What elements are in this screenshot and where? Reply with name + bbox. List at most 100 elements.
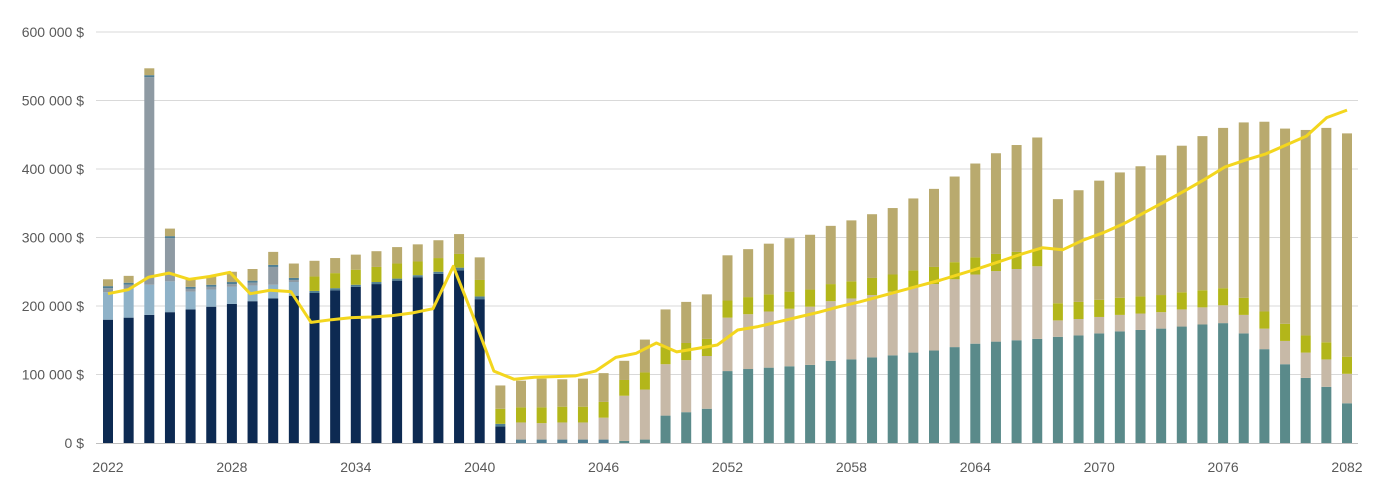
- bar-segment: [1011, 251, 1022, 270]
- bar-segment: [1135, 166, 1146, 297]
- bar-segment: [1197, 324, 1208, 443]
- bar-segment: [701, 408, 712, 443]
- x-tick-label: 2034: [340, 459, 371, 475]
- bar-segment: [1156, 295, 1167, 313]
- x-tick-label: 2058: [836, 459, 867, 475]
- bar-segment: [226, 286, 237, 304]
- bar-segment: [557, 406, 568, 423]
- bar-segment: [1259, 328, 1270, 350]
- bar-segment: [929, 266, 939, 285]
- bar-segment: [103, 286, 113, 289]
- bar-segment: [825, 284, 836, 302]
- bar-segment: [268, 251, 279, 265]
- bar-segment: [330, 258, 341, 274]
- bar-segment: [495, 426, 506, 443]
- bar-segment: [805, 364, 816, 443]
- bar-segment: [743, 249, 754, 298]
- bar-segment: [1342, 133, 1352, 357]
- bar-segment: [557, 439, 568, 443]
- bar-segment: [454, 234, 465, 254]
- bar-segment: [619, 379, 630, 396]
- bar-segment: [268, 264, 279, 267]
- bar-segment: [1114, 297, 1125, 315]
- bar-segment: [164, 228, 175, 237]
- bar-segment: [598, 439, 609, 443]
- bar-segment: [1176, 309, 1187, 327]
- bar-segment: [433, 258, 444, 272]
- bar-segment: [825, 225, 836, 285]
- bar-segment: [309, 260, 320, 277]
- bar-segment: [887, 355, 898, 443]
- bar-segment: [123, 282, 134, 285]
- bar-segment: [392, 280, 403, 443]
- bar-segment: [247, 280, 258, 283]
- bar-segment: [743, 314, 754, 370]
- bar-segment: [164, 281, 175, 313]
- bar-segment: [268, 266, 279, 285]
- bar-segment: [1238, 333, 1249, 443]
- bar-segment: [247, 301, 258, 443]
- y-tick-label: 0 $: [65, 435, 85, 451]
- bar-segment: [164, 236, 175, 239]
- bar-segment: [598, 373, 609, 402]
- y-tick-label: 600 000 $: [22, 24, 84, 40]
- y-tick-label: 200 000 $: [22, 298, 84, 314]
- bar-segment: [1321, 386, 1332, 443]
- bar-segment: [350, 254, 361, 270]
- bar-segment: [288, 295, 299, 443]
- bar-segment: [1052, 320, 1063, 337]
- bar-segment: [1011, 340, 1022, 443]
- bar-segment: [970, 163, 981, 258]
- bar-segment: [887, 291, 898, 356]
- bar-segment: [577, 422, 588, 440]
- bar-segment: [206, 286, 217, 290]
- bar-segment: [516, 380, 526, 408]
- bar-segment: [743, 297, 754, 315]
- x-tick-label: 2022: [92, 459, 123, 475]
- y-axis-tick-labels: 0 $ 100 000 $ 200 000 $ 300 000 $ 400 000 $ 5…: [22, 24, 85, 451]
- bar-segment: [1094, 180, 1105, 300]
- bar-segment: [598, 401, 609, 418]
- y-tick-label: 300 000 $: [22, 230, 84, 246]
- bar-segment: [536, 439, 547, 443]
- bar-segment: [144, 314, 155, 443]
- bar-segment: [763, 367, 774, 443]
- bar-segment: [825, 301, 836, 361]
- bar-segment: [309, 292, 320, 443]
- bar-segment: [1280, 364, 1291, 443]
- bar-segment: [1114, 314, 1125, 332]
- bar-segment: [1342, 373, 1352, 404]
- bar-segment: [887, 208, 898, 275]
- bar-segment: [701, 294, 712, 339]
- bar-segment: [1259, 349, 1270, 443]
- bar-segment: [908, 198, 919, 271]
- bar-segment: [1197, 307, 1208, 325]
- bar-segment: [660, 364, 671, 416]
- bar-segment: [1197, 136, 1208, 291]
- bar-segment: [1032, 338, 1043, 443]
- bar-segment: [1300, 377, 1311, 443]
- bar-segment: [330, 273, 341, 289]
- bar-segment: [350, 269, 361, 285]
- bar-segment: [371, 284, 382, 443]
- bar-segment: [123, 288, 134, 318]
- bar-segment: [164, 238, 175, 282]
- y-tick-label: 400 000 $: [22, 161, 84, 177]
- bar-segment: [288, 263, 299, 278]
- bar-segment: [371, 251, 382, 267]
- bar-segment: [598, 417, 609, 440]
- bar-segment: [1238, 122, 1249, 298]
- bar-segment: [1156, 312, 1167, 329]
- bar-segment: [1094, 333, 1105, 443]
- bar-segment: [1342, 356, 1352, 374]
- bar-segment: [846, 220, 857, 282]
- bar-segment: [392, 278, 403, 281]
- bar-segment: [1176, 326, 1187, 443]
- bar-segment: [784, 291, 795, 309]
- bar-segment: [226, 271, 237, 283]
- bar-segment: [185, 291, 196, 310]
- bar-segment: [1280, 128, 1291, 324]
- bar-segment: [1218, 288, 1229, 306]
- bar-series: [103, 68, 1352, 443]
